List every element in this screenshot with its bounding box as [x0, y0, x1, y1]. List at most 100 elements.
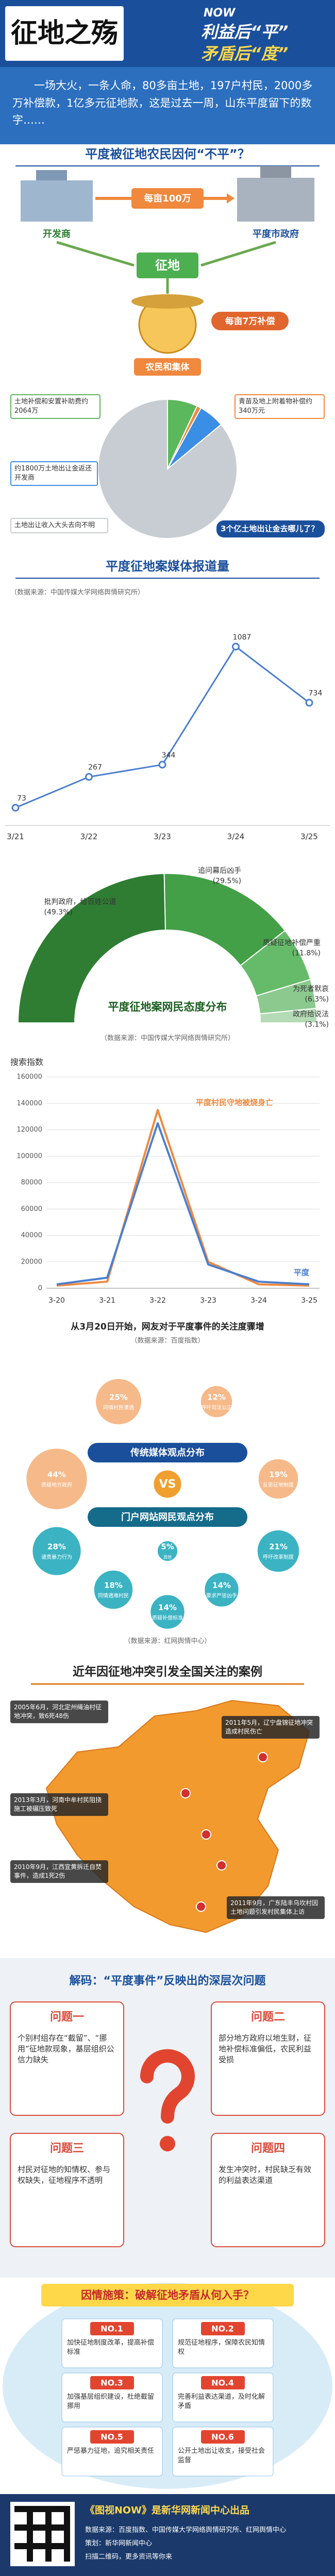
y-tick-label: 40000 [21, 1232, 42, 1239]
measure-card [61, 2372, 163, 2422]
qr-cell [45, 2506, 52, 2512]
bubble-label: 要求严惩凶手 [206, 1592, 237, 1599]
series-label: 平度村民守地被烧身亡 [196, 1098, 273, 1107]
value-label: 1087 [233, 633, 252, 642]
qr-cell [27, 2506, 33, 2512]
footer-line: 策划：新华网新闻中心 [85, 2539, 152, 2548]
pie-annotation: 3个亿土地出让金去哪儿了？ [216, 520, 325, 537]
arc-label: 政府给说法 [293, 1011, 329, 1019]
bubble-label: 其他 [163, 1555, 172, 1560]
source: （数据来源：红网舆情中心） [124, 1637, 211, 1645]
slice-label: 土地出让收入大头去向不明 [10, 518, 108, 534]
y-tick-label: 160000 [16, 1073, 42, 1081]
qr-cell [21, 2524, 27, 2531]
bubble [256, 1529, 300, 1573]
building [237, 178, 314, 222]
measure-card [172, 2318, 274, 2368]
source: （数据来源：中国传媒大学网络舆情研究所） [10, 588, 144, 597]
problem-card [10, 2133, 124, 2247]
pin [216, 1860, 227, 1871]
case-callout: 2011年5月，辽宁盘锦征地冲突造成村民伤亡 [222, 1716, 320, 1739]
bubble-value: 28% [47, 1542, 66, 1552]
measure-label: NO.2 [211, 2324, 234, 2334]
case-callout: 2011年9月，广东陆丰乌坎村因土地问题引发村民集体上访 [227, 1896, 325, 1919]
measure-text: 加快征地制度改革，提高补偿标准 [67, 2339, 155, 2356]
bubble-value: 18% [104, 1581, 123, 1590]
case-callout: 2005年6月，河北定州绳油村征地冲突，致6死48伤 [10, 1701, 108, 1723]
qr-cell [64, 2518, 70, 2524]
bubble [25, 1447, 88, 1510]
center-box [137, 252, 198, 278]
qr-cell [39, 2506, 45, 2512]
bubble-value: 12% [207, 1393, 226, 1402]
bubble-value: 25% [109, 1393, 128, 1402]
footer-line: 数据来源：百度指数、中国传媒大学网络舆情研究所、红网舆情中心 [85, 2526, 286, 2534]
bubble [95, 1378, 142, 1425]
map [45, 1699, 310, 1933]
banner [88, 1443, 247, 1462]
problem-heading: 问题三 [50, 2142, 84, 2155]
qr-cell [21, 2506, 27, 2512]
qr-cell [14, 2506, 21, 2512]
qr-cell [14, 2524, 21, 2531]
arc-segment [17, 873, 166, 1023]
tagline: 利益后“平” [201, 22, 288, 42]
problem-heading: 问题一 [50, 2011, 84, 2024]
bubble-label: 呼吁司法公正 [201, 1404, 232, 1411]
qr-cell [45, 2537, 52, 2543]
qr-cell [58, 2506, 64, 2512]
qr-cell [52, 2506, 58, 2512]
problem-heading: 问题四 [251, 2142, 285, 2155]
y-tick-label: 100000 [16, 1152, 42, 1160]
farmer-tag [134, 358, 201, 376]
y-tick-label: 140000 [16, 1100, 42, 1107]
series-label: 平度 [294, 1268, 310, 1277]
bubble-value: 44% [47, 1470, 66, 1479]
qr-cell [58, 2524, 64, 2531]
qr-cell [27, 2512, 33, 2518]
banner-title: 门户网站网民观点分布 [121, 1511, 214, 1523]
x-tick-label: 3-25 [301, 1297, 317, 1305]
farmer-hat [131, 294, 204, 309]
qr-cell [27, 2555, 33, 2562]
arrow [56, 241, 135, 267]
measure-label: NO.3 [100, 2378, 123, 2388]
banner-title: 传统媒体观点分布 [130, 1447, 205, 1458]
measure-label: NO.1 [100, 2324, 123, 2334]
qr-cell [64, 2555, 70, 2562]
pin [258, 1752, 268, 1762]
qr-cell [45, 2555, 52, 2562]
measure-tag [201, 2322, 245, 2335]
title-box [5, 6, 124, 61]
x-tick-label: 3/23 [154, 832, 171, 841]
node-label: 平度市政府 [253, 228, 299, 240]
arrow-head [227, 193, 234, 204]
price-label: 每亩7万补偿 [225, 316, 275, 327]
arc-value: (3.1%) [305, 1021, 329, 1029]
bubble [93, 1569, 134, 1610]
arrow [200, 241, 276, 267]
measure-tag [201, 2430, 245, 2444]
bubble-label: 同情遇难村民 [98, 1592, 129, 1599]
bubble-label: 谴责暴力行为 [41, 1554, 72, 1560]
series-line [56, 1109, 310, 1287]
qr-cell [27, 2537, 33, 2543]
qr-cell [21, 2543, 27, 2549]
qr-cell [27, 2518, 33, 2524]
measure-tag [90, 2430, 134, 2444]
qr-cell [39, 2524, 45, 2531]
problem-card [10, 2001, 124, 2116]
qr-cell [14, 2543, 21, 2549]
measure-tag [90, 2322, 134, 2335]
bubble [156, 1540, 179, 1562]
qr-cell [64, 2543, 70, 2549]
node-label: 农民和集体 [145, 362, 190, 373]
problem-text: 村民对征地的知情权、参与权缺失，征地程序不透明 [18, 2165, 111, 2185]
measure-text: 严惩暴力征地，追究相关责任 [67, 2447, 155, 2455]
measure-label: NO.4 [211, 2378, 234, 2388]
y-tick-label: 80000 [21, 1179, 42, 1187]
value-label: 267 [88, 764, 102, 772]
measure-tag [201, 2376, 245, 2389]
bubble [257, 1458, 299, 1500]
